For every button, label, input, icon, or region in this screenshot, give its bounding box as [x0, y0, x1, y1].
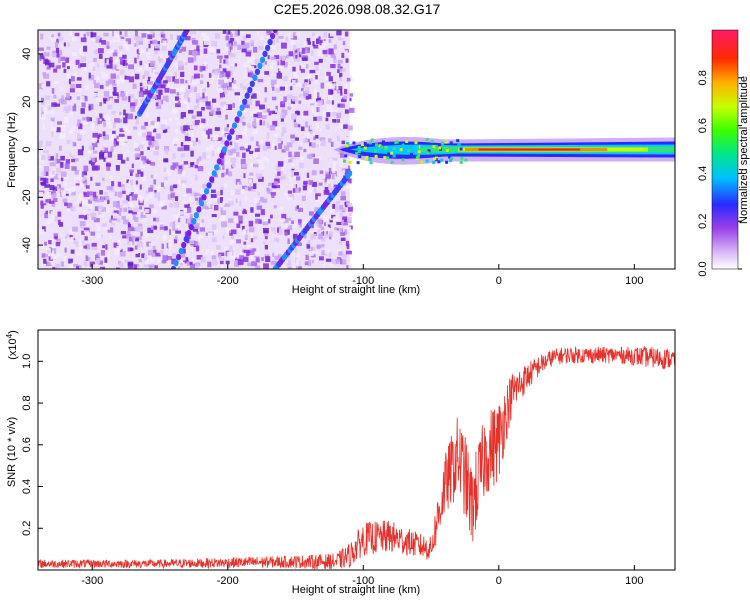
colorbar-ticks: 0.0 0.2 0.4 0.6 0.8: [697, 70, 742, 277]
spectrogram-y-tick-label: 0: [21, 146, 33, 152]
spectrogram-noise-region: [38, 30, 355, 269]
streak-0-mark: [272, 30, 278, 34]
spectrogram-y-tick-label: -20: [21, 189, 33, 205]
streak-0-mark: [247, 86, 253, 94]
streak-0-mark: [257, 62, 263, 69]
spectrogram-y-tick-label: 20: [21, 96, 33, 108]
spectrogram-x-tick-label: -200: [217, 275, 239, 287]
snr-y-tick-label: 0.8: [21, 395, 33, 410]
streak-0-mark: [254, 68, 260, 76]
snr-panel: -300 -200 -100 0 100 0.2 0.4 0.6 0.8 1.0 Height …: [5, 329, 676, 596]
colorbar-tick-label: 0.2: [697, 214, 709, 229]
colorbar-tick-label: 0.8: [697, 70, 709, 85]
streak-0-mark: [191, 218, 197, 225]
snr-x-tick-label: 0: [496, 575, 502, 587]
streak-0-mark: [219, 152, 225, 159]
spectrogram-y-tick-label: 40: [21, 48, 33, 60]
spectrogram-y-tick-label: -40: [21, 237, 33, 253]
colorbar-gradient: [711, 29, 739, 270]
streak-0-mark: [198, 200, 205, 207]
streak-0-mark: [201, 194, 207, 201]
streak-0-mark: [226, 134, 232, 141]
spectrogram-y-label: Frequency (Hz): [6, 112, 18, 188]
colorbar: 0.0 0.2 0.4 0.6 0.8 Normalized spectral ampl…: [697, 29, 750, 277]
colorbar-tick-label: 0.6: [697, 118, 709, 133]
spectrogram-x-tick-label: -300: [81, 275, 103, 287]
snr-series-line: [38, 345, 675, 570]
streak-0-mark: [259, 56, 266, 64]
snr-x-label: Height of straight line (km): [292, 584, 420, 596]
streak-0-mark: [209, 176, 215, 183]
streak-0-mark: [176, 253, 182, 261]
colorbar-tick-label: 0.0: [697, 261, 709, 276]
spectrogram-x-ticks: -300 -200 -100 0 100: [81, 264, 644, 287]
streak-0-mark: [173, 259, 179, 267]
figure-title: C2E5.2026.098.08.32.G17: [274, 1, 441, 17]
streak-0-mark: [216, 158, 222, 165]
snr-x-tick-label: 100: [625, 575, 643, 587]
snr-y-label: SNR (10 * v/v): [6, 417, 18, 487]
streak-0-mark: [252, 74, 258, 82]
snr-y-multiplier: (x104): [5, 330, 19, 360]
colorbar-tick-label: 0.4: [697, 166, 709, 181]
snr-y-tick-label: 0.4: [21, 479, 33, 494]
snr-x-tick-label: -100: [352, 575, 374, 587]
spectrogram-y-ticks: -40 -20 0 20 40: [21, 48, 43, 253]
streak-0-mark: [186, 230, 192, 237]
streak-0-mark: [249, 80, 255, 88]
streak-0-mark: [229, 128, 235, 135]
streak-0-mark: [183, 235, 189, 243]
streak-1-mark: [184, 30, 190, 34]
streak-0-mark: [170, 265, 177, 269]
streak-0-mark: [204, 188, 210, 195]
streak-0-mark: [244, 92, 250, 99]
snr-y-tick-label: 0.6: [21, 437, 33, 452]
streak-0-mark: [181, 241, 187, 249]
snr-x-tick-label: -200: [217, 575, 239, 587]
spectrogram-x-tick-label: 0: [496, 275, 502, 287]
streak-0-mark: [196, 206, 202, 213]
streak-0-mark: [178, 247, 184, 255]
streak-0-mark: [206, 182, 212, 189]
streak-0-mark: [221, 146, 227, 153]
snr-y-ticks: 0.2 0.4 0.6 0.8 1.0: [21, 354, 43, 536]
streak-0-mark: [239, 104, 245, 111]
snr-x-tick-label: -300: [81, 575, 103, 587]
colorbar-label: Normalized spectral amplitude: [738, 76, 750, 224]
snr-y-tick-label: 0.2: [21, 521, 33, 536]
streak-0-mark: [214, 164, 220, 171]
streak-0-mark: [193, 212, 199, 219]
spectrogram-streaks: [137, 30, 353, 269]
snr-y-tick-label: 1.0: [21, 354, 33, 369]
snr-x-ticks: -300 -200 -100 0 100: [81, 565, 644, 587]
streak-0-mark: [270, 32, 276, 40]
streak-0-mark: [242, 98, 248, 105]
spectrogram-x-label: Height of straight line (km): [292, 284, 420, 296]
spectrogram-x-tick-label: -100: [352, 275, 374, 287]
streak-0-mark: [188, 224, 194, 231]
streak-0-mark: [262, 50, 268, 58]
streak-0-mark: [237, 110, 243, 117]
streak-0-mark: [211, 170, 217, 177]
streak-0-mark: [265, 44, 271, 52]
spectrogram-x-tick-label: 100: [625, 275, 643, 287]
spectrogram-signal-band: [333, 137, 675, 165]
streak-0-mark: [234, 116, 240, 123]
snr-frame: [37, 329, 676, 571]
streak-0-mark: [231, 122, 238, 129]
streak-0-mark: [267, 38, 273, 46]
streak-0-mark: [224, 140, 230, 147]
streak-2-mark: [347, 170, 353, 177]
